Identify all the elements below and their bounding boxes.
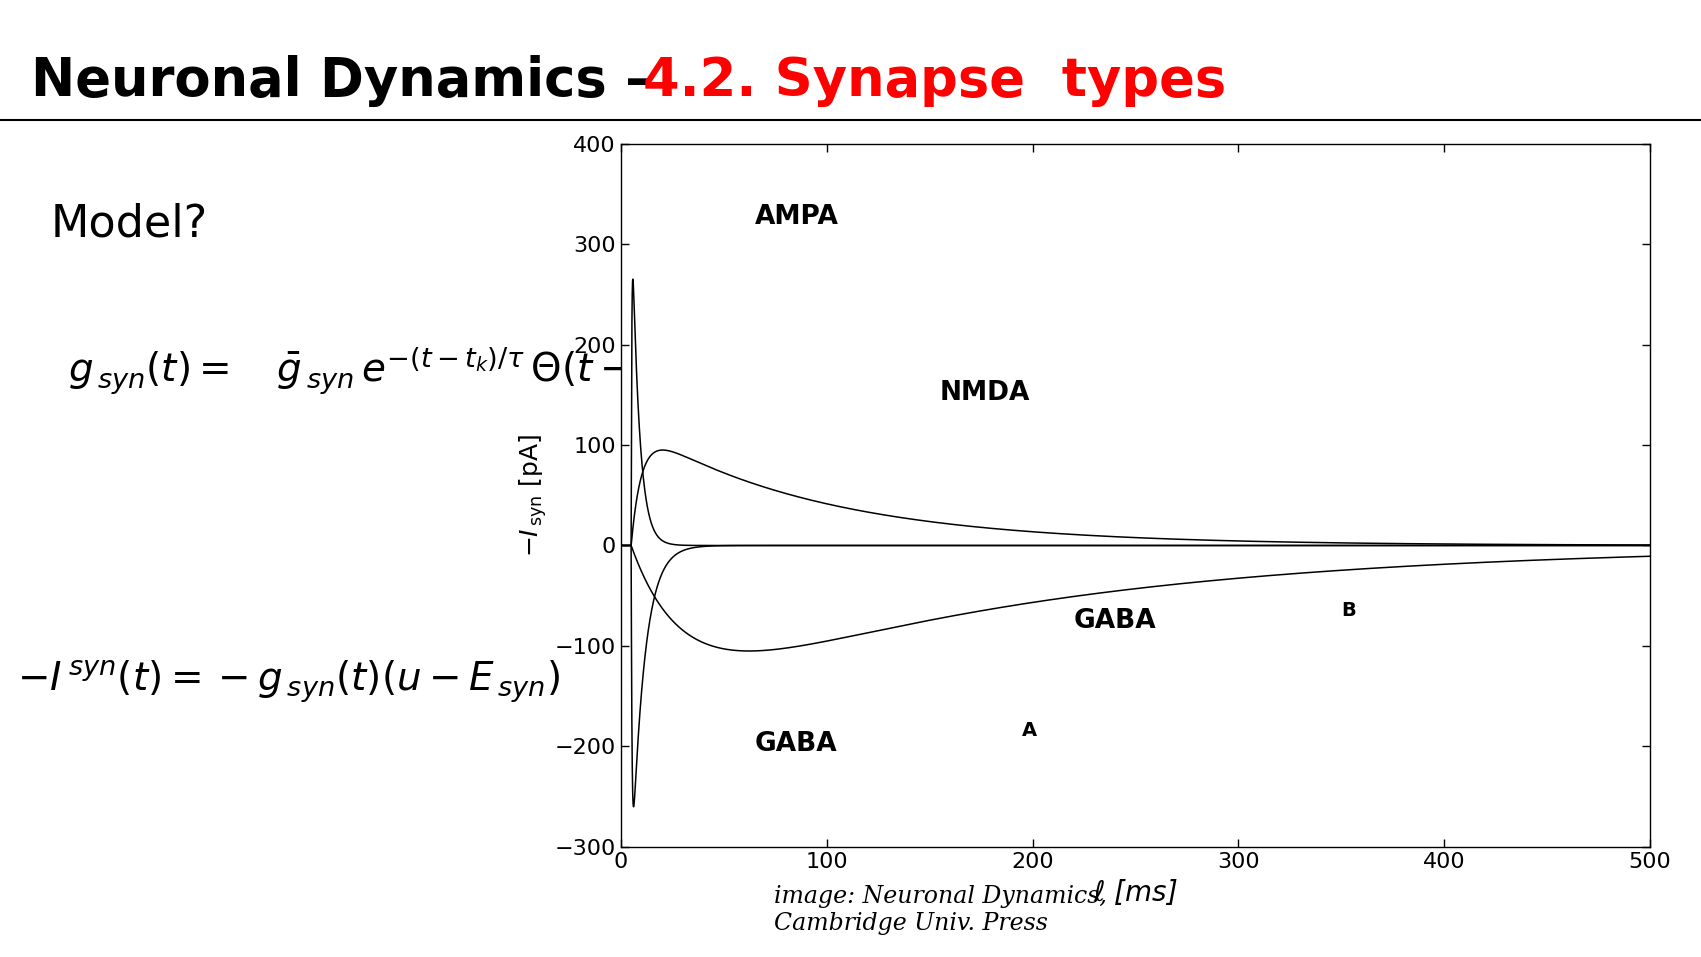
Text: Model?: Model?	[51, 203, 208, 246]
Text: AMPA: AMPA	[755, 204, 839, 230]
Text: GABA: GABA	[755, 731, 837, 757]
Text: image: Neuronal Dynamics,
Cambridge Univ. Press: image: Neuronal Dynamics, Cambridge Univ…	[774, 885, 1107, 935]
Y-axis label: $-I_{\,\mathrm{syn}}\ \mathrm{[pA]}$: $-I_{\,\mathrm{syn}}\ \mathrm{[pA]}$	[517, 434, 549, 557]
Text: $g_{\,syn}(t) = \quad \bar{g}_{\,syn}\,e^{-(t-t_k)/\tau}\,\Theta(t - t_k)$: $g_{\,syn}(t) = \quad \bar{g}_{\,syn}\,e…	[68, 345, 686, 396]
Text: A: A	[1022, 722, 1038, 741]
Text: GABA: GABA	[1073, 608, 1157, 634]
Text: B: B	[1340, 601, 1356, 620]
Text: NMDA: NMDA	[941, 380, 1031, 406]
Text: $-I^{\,syn}(t) = -g_{\,syn}(t)(u - E_{\,syn})$: $-I^{\,syn}(t) = -g_{\,syn}(t)(u - E_{\,…	[17, 658, 560, 705]
Text: Neuronal Dynamics –: Neuronal Dynamics –	[31, 56, 670, 107]
X-axis label: $\ell$ [ms]: $\ell$ [ms]	[1094, 878, 1177, 907]
Text: 4.2. Synapse  types: 4.2. Synapse types	[643, 56, 1226, 107]
